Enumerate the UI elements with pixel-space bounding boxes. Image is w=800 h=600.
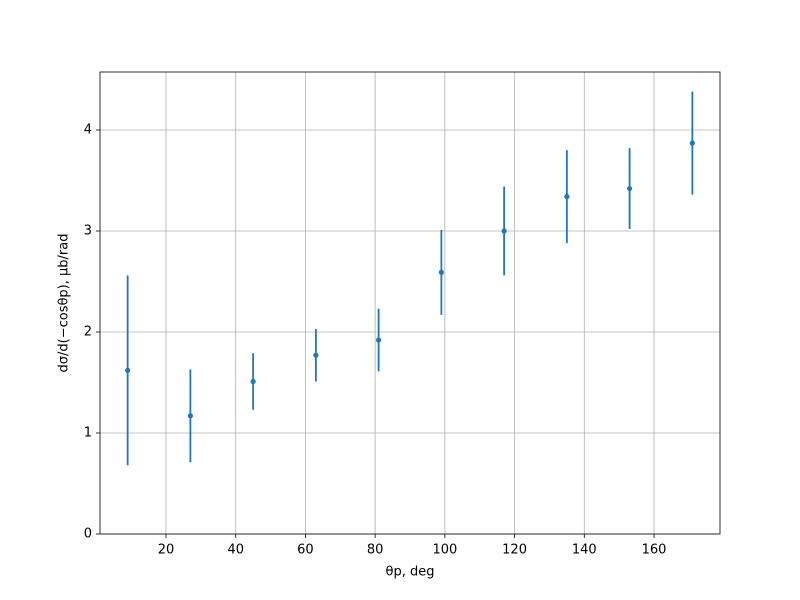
x-tick-label: 100	[432, 543, 457, 558]
y-tick-label: 3	[84, 223, 92, 238]
x-axis-label: θp, deg	[386, 565, 435, 580]
x-tick-label: 120	[502, 543, 527, 558]
x-tick-label: 60	[297, 543, 314, 558]
data-point	[689, 140, 695, 146]
y-tick-label: 4	[84, 122, 92, 137]
data-point	[187, 413, 193, 419]
y-tick-label: 0	[84, 527, 92, 542]
y-tick-label: 1	[84, 425, 92, 440]
plot-frame	[99, 71, 721, 535]
y-tick-label: 2	[84, 324, 92, 339]
data-point	[125, 367, 131, 373]
x-tick-label: 80	[367, 543, 384, 558]
data-point	[250, 378, 256, 385]
data-point	[438, 269, 444, 275]
x-tick-label: 160	[642, 543, 667, 558]
data-point	[501, 228, 507, 234]
data-point	[564, 194, 570, 200]
x-tick-label: 20	[158, 543, 175, 558]
data-point	[313, 352, 319, 358]
y-axis-label: dσ/d(−cosθp), μb/rad	[57, 234, 72, 373]
x-tick-label: 140	[572, 543, 597, 558]
x-tick-label: 40	[227, 543, 244, 558]
data-point	[627, 185, 633, 192]
data-point	[376, 337, 382, 343]
